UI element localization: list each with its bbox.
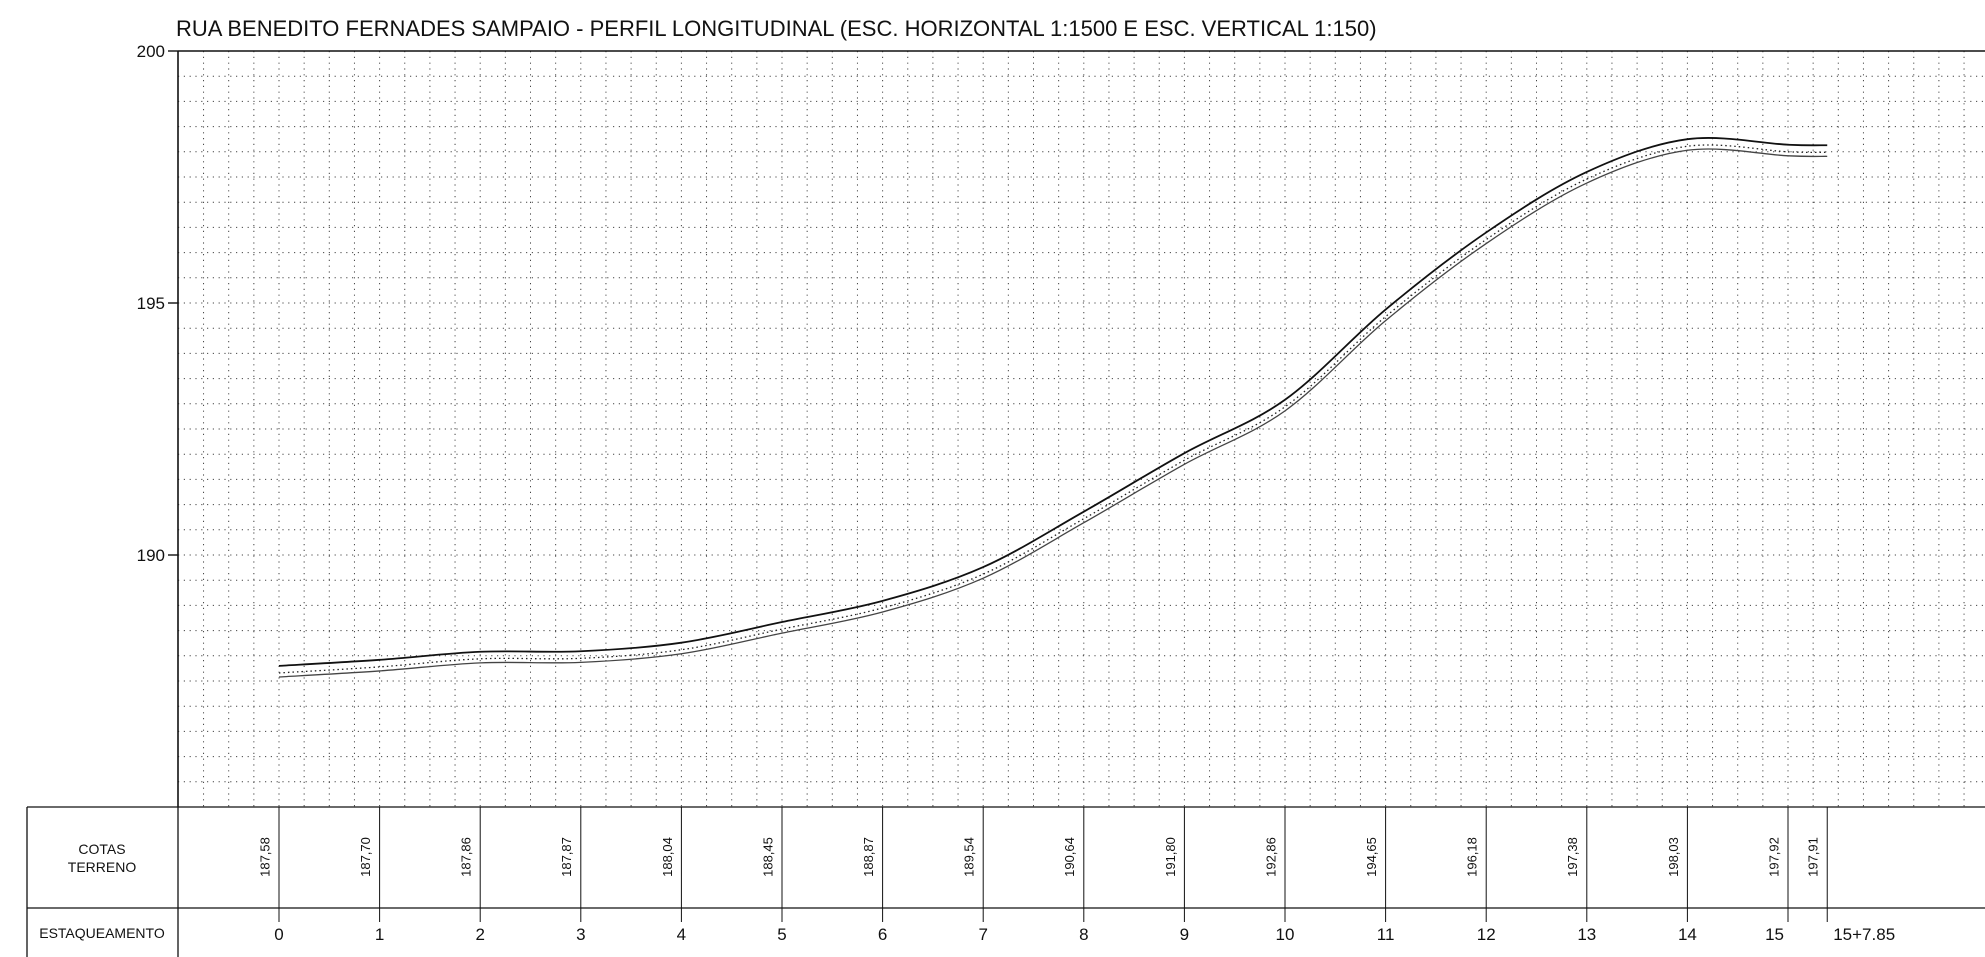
estaca-label: 8 [1079, 925, 1088, 944]
y-tick-label: 195 [137, 294, 165, 313]
estaca-label: 1 [375, 925, 384, 944]
row-label-estaqueamento: ESTAQUEAMENTO [39, 925, 165, 941]
plot-frame [177, 50, 1985, 807]
estaca-label: 14 [1678, 925, 1697, 944]
estaca-label: 13 [1577, 925, 1596, 944]
estaca-label: 9 [1180, 925, 1189, 944]
cota-terreno-label: 188,45 [760, 837, 775, 877]
cota-terreno-label: 187,87 [559, 837, 574, 877]
cota-terreno-label: 194,65 [1364, 837, 1379, 877]
cota-terreno-label: 190,64 [1062, 837, 1077, 877]
cota-terreno-label: 191,80 [1163, 837, 1178, 877]
grid [178, 51, 1985, 807]
estaca-label: 6 [878, 925, 887, 944]
estaca-label: 15 [1765, 925, 1784, 944]
y-tick-label: 190 [137, 546, 165, 565]
data-table: COTAS TERRENO ESTAQUEAMENTO [39, 841, 165, 941]
cota-terreno-label: 187,86 [459, 837, 474, 877]
cota-terreno-label: 188,87 [861, 837, 876, 877]
profile-line-dotted [278, 144, 1828, 674]
cota-terreno-label: 189,54 [962, 837, 977, 877]
estaca-label: 10 [1276, 925, 1295, 944]
estaca-label: 11 [1377, 925, 1395, 944]
cota-terreno-label: 196,18 [1465, 837, 1480, 877]
cota-terreno-label: 187,70 [358, 837, 373, 877]
row-label-terreno: TERRENO [68, 859, 137, 875]
cota-terreno-label: 188,04 [660, 837, 675, 877]
y-tick-label: 200 [137, 42, 165, 61]
cota-terreno-label: 197,92 [1766, 837, 1781, 877]
estaca-label: 7 [978, 925, 987, 944]
estaca-label: 5 [777, 925, 786, 944]
cota-terreno-label: 198,03 [1666, 837, 1681, 877]
table-cells: 187,58 0 187,70 1 187,86 2 187,87 3 188,04 4 188,4… [26, 806, 1985, 957]
cota-terreno-label: 197,38 [1565, 837, 1580, 877]
cota-terreno-label: 187,58 [257, 837, 272, 877]
estaca-label: 15+7.85 [1833, 925, 1895, 944]
profile-lines [278, 137, 1828, 678]
estaca-label: 2 [475, 925, 484, 944]
estaca-label: 12 [1477, 925, 1496, 944]
y-axis: 190 195 200 [137, 42, 178, 565]
profile-line-upper [278, 137, 1828, 667]
estaca-label: 0 [274, 925, 283, 944]
row-label-cotas: COTAS [78, 841, 125, 857]
cota-terreno-label: 192,86 [1263, 837, 1278, 877]
estaca-label: 3 [576, 925, 585, 944]
estaca-label: 4 [677, 925, 686, 944]
profile-line-ground [278, 148, 1828, 678]
chart-title: RUA BENEDITO FERNADES SAMPAIO - PERFIL L… [176, 16, 1377, 41]
cota-terreno-label: 197,91 [1806, 837, 1821, 877]
